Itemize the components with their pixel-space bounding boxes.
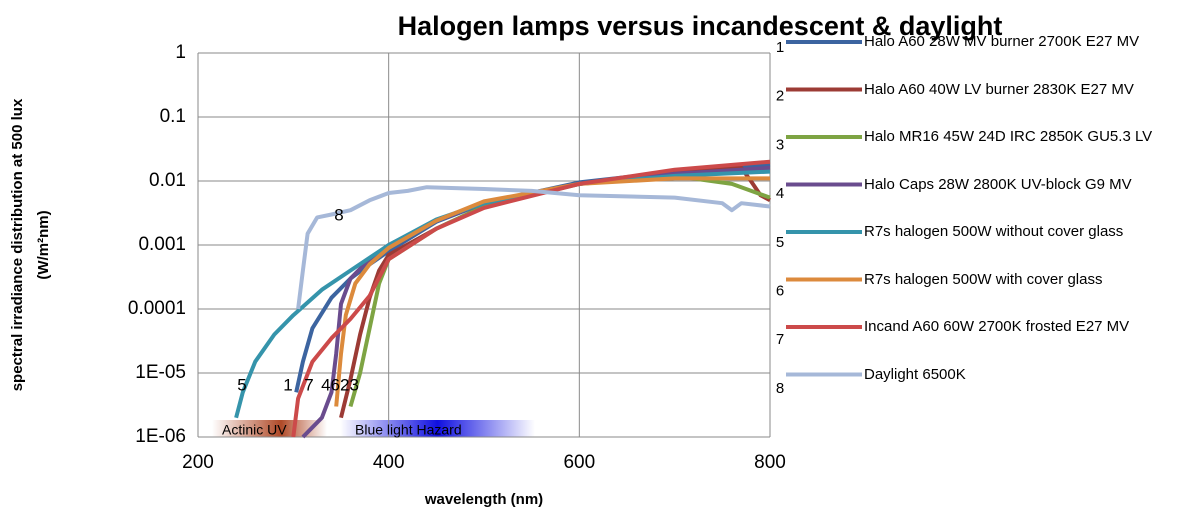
y-tick-label: 1E-06 xyxy=(135,426,186,447)
y-tick-label: 0.1 xyxy=(160,106,186,127)
y-tick-label: 0.001 xyxy=(138,234,186,255)
band-label: Actinic UV xyxy=(222,422,287,438)
legend-number: 3 xyxy=(776,136,784,153)
band xyxy=(212,420,327,437)
legend-label: Halo MR16 45W 24D IRC 2850K GU5.3 LV xyxy=(864,128,1153,145)
line xyxy=(234,169,771,419)
line xyxy=(339,165,771,419)
legend-label: Incand A60 60W 2700K frosted E27 MV xyxy=(864,318,1130,335)
x-tick-label: 400 xyxy=(373,452,405,473)
legend-number: 7 xyxy=(776,331,784,348)
legend-number: 6 xyxy=(776,282,784,299)
y-axis-label: (W/m²nm) xyxy=(35,210,52,279)
line xyxy=(291,159,771,438)
line xyxy=(334,176,770,407)
y-axis-label: spectral irradiance distribution at 500 … xyxy=(9,98,26,391)
legend-number: 5 xyxy=(776,234,784,251)
legend-label: Halo Caps 28W 2800K UV-block G9 MV xyxy=(864,175,1132,193)
x-tick-label: 200 xyxy=(182,452,214,473)
y-tick-label: 0.0001 xyxy=(128,298,186,319)
legend-number: 1 xyxy=(776,39,784,56)
x-axis-label: wavelength (nm) xyxy=(424,491,543,508)
legend-label: Halo A60 40W LV burner 2830K E27 MV xyxy=(864,80,1134,98)
band-label: Blue light Hazard xyxy=(355,422,462,438)
line xyxy=(296,185,771,310)
legend-number: 4 xyxy=(776,185,784,202)
legend-label: Halo A60 28W MV burner 2700K E27 MV xyxy=(864,33,1140,50)
legend-label: Daylight 6500K xyxy=(864,365,966,383)
annotation: 4623 xyxy=(321,375,359,394)
chart-title: Halogen lamps versus incandescent & dayl… xyxy=(398,11,1003,41)
legend-label: R7s halogen 500W with cover glass xyxy=(864,270,1103,288)
x-tick-label: 800 xyxy=(754,452,786,473)
annotation: 1 xyxy=(283,375,292,394)
annotation: 7 xyxy=(304,375,313,394)
legend-number: 8 xyxy=(776,380,784,397)
annotation: 5 xyxy=(237,375,246,394)
x-tick-label: 600 xyxy=(563,452,595,473)
line xyxy=(348,173,771,408)
legend-label: R7s halogen 500W without cover glass xyxy=(864,223,1124,240)
y-tick-label: 1 xyxy=(175,42,186,63)
y-tick-label: 0.01 xyxy=(149,170,186,191)
annotation: 8 xyxy=(334,205,343,224)
line xyxy=(301,165,771,439)
legend-number: 2 xyxy=(776,88,784,105)
y-tick-label: 1E-05 xyxy=(135,362,186,383)
